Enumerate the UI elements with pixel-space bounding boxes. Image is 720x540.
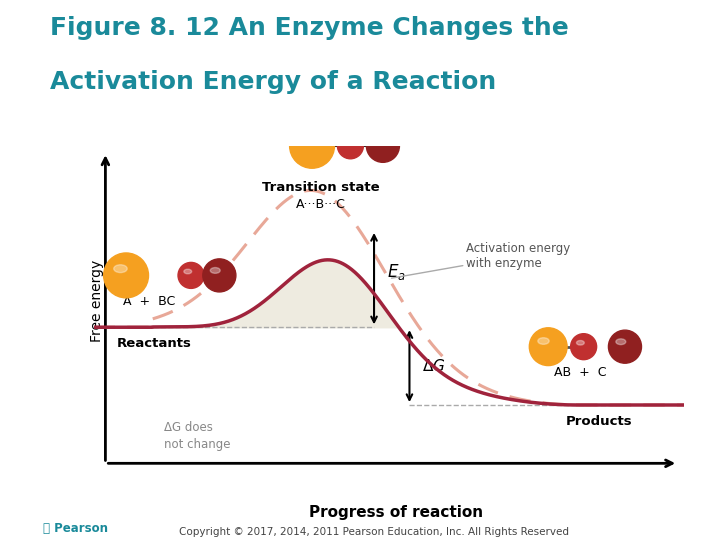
Ellipse shape [184, 269, 192, 274]
Text: AB  +  C: AB + C [554, 366, 607, 379]
Ellipse shape [571, 334, 597, 360]
Ellipse shape [210, 267, 220, 273]
Text: Activation energy
with enzyme: Activation energy with enzyme [392, 242, 570, 278]
Ellipse shape [577, 341, 585, 345]
Text: Figure 8. 12 An Enzyme Changes the: Figure 8. 12 An Enzyme Changes the [50, 16, 569, 40]
Ellipse shape [289, 123, 335, 168]
Ellipse shape [178, 262, 204, 288]
Ellipse shape [203, 259, 236, 292]
Text: A···B···C: A···B···C [296, 198, 346, 211]
Text: A  +  BC: A + BC [123, 295, 176, 308]
Text: $\Delta G$: $\Delta G$ [423, 358, 446, 374]
Text: Reactants: Reactants [117, 337, 192, 350]
Text: Progress of reaction: Progress of reaction [309, 505, 483, 521]
Ellipse shape [300, 135, 313, 143]
Ellipse shape [343, 140, 351, 144]
Text: Products: Products [566, 415, 633, 428]
Text: Transition state: Transition state [262, 181, 379, 194]
Ellipse shape [529, 328, 567, 366]
Ellipse shape [104, 253, 148, 298]
Text: Free energy: Free energy [89, 260, 104, 342]
Ellipse shape [608, 330, 642, 363]
Ellipse shape [114, 265, 127, 273]
Ellipse shape [366, 129, 400, 163]
Text: ΔG does
not change: ΔG does not change [164, 421, 231, 451]
Text: $E_a$: $E_a$ [387, 262, 406, 282]
Ellipse shape [538, 338, 549, 345]
Ellipse shape [374, 138, 384, 144]
Ellipse shape [616, 339, 626, 345]
Text: Activation Energy of a Reaction: Activation Energy of a Reaction [50, 70, 497, 94]
Ellipse shape [338, 133, 364, 159]
Text: Ⓟ Pearson: Ⓟ Pearson [43, 522, 108, 535]
Text: Copyright © 2017, 2014, 2011 Pearson Education, Inc. All Rights Reserved: Copyright © 2017, 2014, 2011 Pearson Edu… [179, 527, 570, 537]
